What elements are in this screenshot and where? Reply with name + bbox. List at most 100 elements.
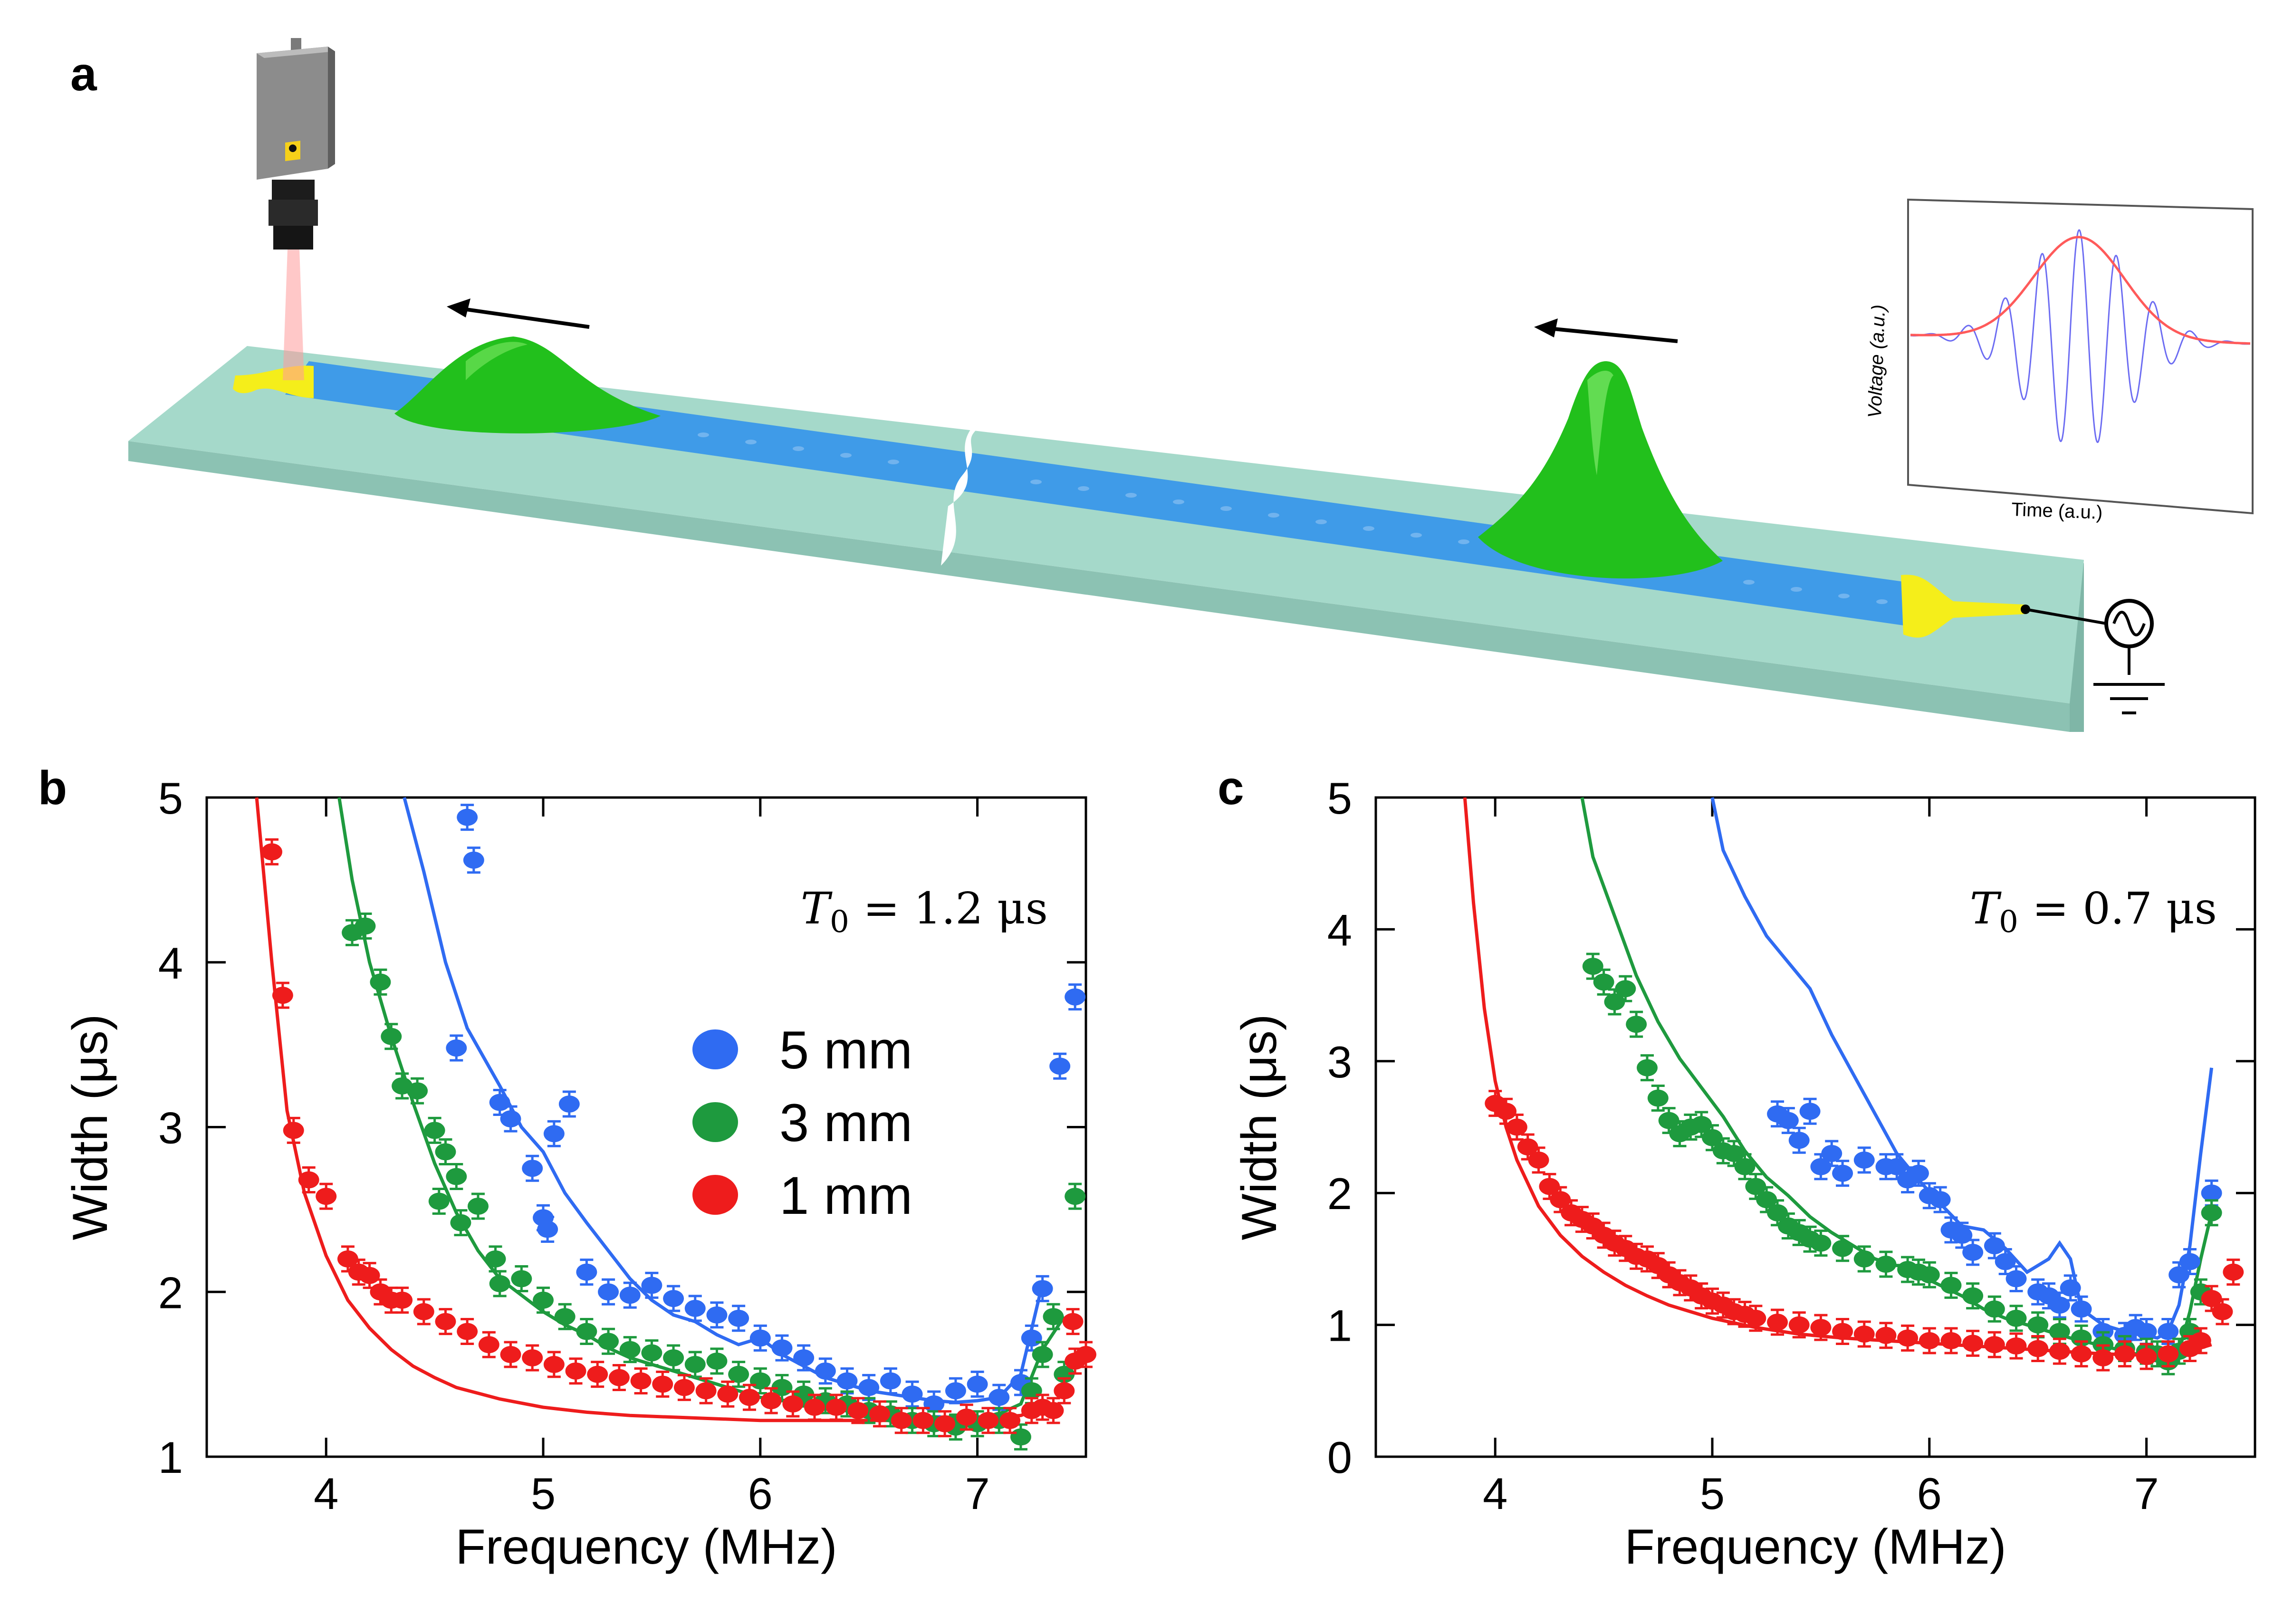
data-point-5-mm	[815, 1357, 836, 1385]
data-point-5-mm	[641, 1271, 662, 1299]
data-point-1-mm	[2190, 1327, 2211, 1355]
x-tick-label: 4	[1483, 1469, 1507, 1518]
data-point-1-mm	[2071, 1340, 2092, 1368]
data-point-5-mm	[728, 1305, 749, 1332]
data-point-5-mm	[1799, 1097, 1821, 1125]
legend-marker	[692, 1029, 738, 1069]
inset-wave	[1910, 229, 2251, 443]
legend-marker	[692, 1102, 738, 1142]
right-electrode	[1901, 575, 2025, 638]
data-point-5-mm	[522, 1154, 543, 1182]
annotation-rest: = 0.7 μs	[2018, 883, 2217, 934]
data-point-5-mm	[749, 1324, 771, 1352]
panel-a-label: a	[70, 48, 97, 101]
line-5-mm	[1710, 797, 2214, 1340]
data-point-1-mm	[825, 1393, 847, 1421]
data-point-1-mm	[2027, 1335, 2049, 1363]
data-point-3-mm	[619, 1336, 641, 1364]
y-tick-label: 4	[158, 938, 183, 988]
data-point-3-mm	[428, 1188, 450, 1215]
data-point-3-mm	[1810, 1230, 1832, 1257]
annotation-var: T	[1970, 883, 2002, 934]
data-point-3-mm	[1940, 1271, 1962, 1299]
data-point-5-mm	[2179, 1248, 2200, 1275]
propagation-arrow-right	[1534, 318, 1678, 343]
inset-xlabel: Time (a.u.)	[2011, 499, 2103, 523]
y-tick-label: 1	[1327, 1301, 1352, 1351]
y-tick-label: 0	[1327, 1432, 1352, 1482]
data-point-1-mm	[298, 1166, 319, 1193]
data-point-3-mm	[1984, 1295, 2005, 1323]
inset-frame	[1907, 198, 2254, 515]
data-point-5-mm	[902, 1380, 923, 1408]
data-point-3-mm	[2201, 1199, 2222, 1227]
data-point-1-mm	[978, 1407, 999, 1434]
data-point-3-mm	[2027, 1311, 2049, 1339]
x-tick-label: 6	[1917, 1469, 1942, 1518]
data-point-3-mm	[1919, 1261, 1940, 1288]
y-tick-label: 4	[1327, 905, 1352, 955]
data-point-1-mm	[413, 1298, 434, 1326]
data-point-1-mm	[999, 1407, 1021, 1434]
data-point-1-mm	[652, 1370, 673, 1398]
y-tick-label: 2	[158, 1268, 183, 1317]
annotation-sub: 0	[830, 904, 849, 940]
data-point-3-mm	[1043, 1303, 1064, 1330]
data-point-1-mm	[1897, 1324, 1919, 1352]
data-point-1-mm	[1767, 1308, 1788, 1336]
data-point-5-mm	[619, 1281, 641, 1309]
series-points	[261, 804, 1096, 1451]
data-point-5-mm	[836, 1367, 858, 1394]
data-point-1-mm	[316, 1182, 337, 1210]
data-point-5-mm	[558, 1090, 580, 1118]
data-point-3-mm	[1658, 1107, 1679, 1134]
x-tick-label: 7	[2134, 1469, 2159, 1518]
data-point-3-mm	[370, 968, 391, 996]
data-point-5-mm	[1810, 1153, 1832, 1181]
signal-source-icon	[2021, 599, 2165, 714]
data-point-3-mm	[485, 1245, 506, 1273]
legend: 5 mm 3 mm 1 mm	[692, 1020, 912, 1225]
substrate-front	[128, 441, 2070, 732]
data-point-3-mm	[706, 1347, 728, 1375]
panel-a: a	[70, 38, 2254, 732]
data-point-3-mm	[728, 1361, 749, 1388]
data-point-1-mm	[717, 1380, 739, 1408]
data-point-1-mm	[956, 1403, 977, 1431]
data-point-5-mm	[1777, 1107, 1799, 1134]
data-point-1-mm	[1832, 1317, 1853, 1345]
data-point-1-mm	[392, 1287, 413, 1314]
data-point-1-mm	[1984, 1331, 2005, 1358]
data-point-3-mm	[1647, 1084, 1669, 1112]
data-point-1-mm	[1550, 1186, 1571, 1213]
legend-label: 3 mm	[779, 1093, 912, 1153]
data-point-5-mm	[500, 1105, 521, 1133]
data-point-5-mm	[446, 1034, 467, 1062]
data-point-1-mm	[522, 1344, 543, 1372]
data-point-1-mm	[1506, 1114, 1527, 1141]
data-point-1-mm	[1853, 1320, 1875, 1348]
x-axis-label: Frequency (MHz)	[455, 1519, 837, 1575]
data-point-3-mm	[407, 1077, 428, 1105]
data-point-1-mm	[1962, 1329, 1984, 1357]
data-point-3-mm	[1832, 1235, 1853, 1262]
data-point-1-mm	[2136, 1343, 2157, 1370]
data-point-5-mm	[858, 1374, 880, 1401]
data-point-1-mm	[673, 1374, 695, 1401]
data-point-3-mm	[450, 1209, 471, 1237]
data-point-3-mm	[489, 1270, 510, 1297]
data-point-1-mm	[1517, 1133, 1538, 1161]
data-point-3-mm	[533, 1287, 554, 1314]
data-point-1-mm	[587, 1361, 608, 1388]
series-points	[1485, 952, 2244, 1375]
pulse-width-annotation: T0 = 1.2 μs	[801, 883, 1048, 940]
data-point-5-mm	[1788, 1126, 1810, 1154]
data-point-1-mm	[565, 1357, 586, 1385]
y-axis-label: Width (μs)	[1232, 1014, 1287, 1240]
data-point-3-mm	[424, 1116, 445, 1144]
series-lines	[1463, 797, 2214, 1364]
data-point-5-mm	[598, 1278, 619, 1306]
legend-label: 1 mm	[779, 1166, 912, 1225]
data-point-1-mm	[1919, 1327, 1940, 1355]
data-point-3-mm	[2049, 1317, 2070, 1345]
